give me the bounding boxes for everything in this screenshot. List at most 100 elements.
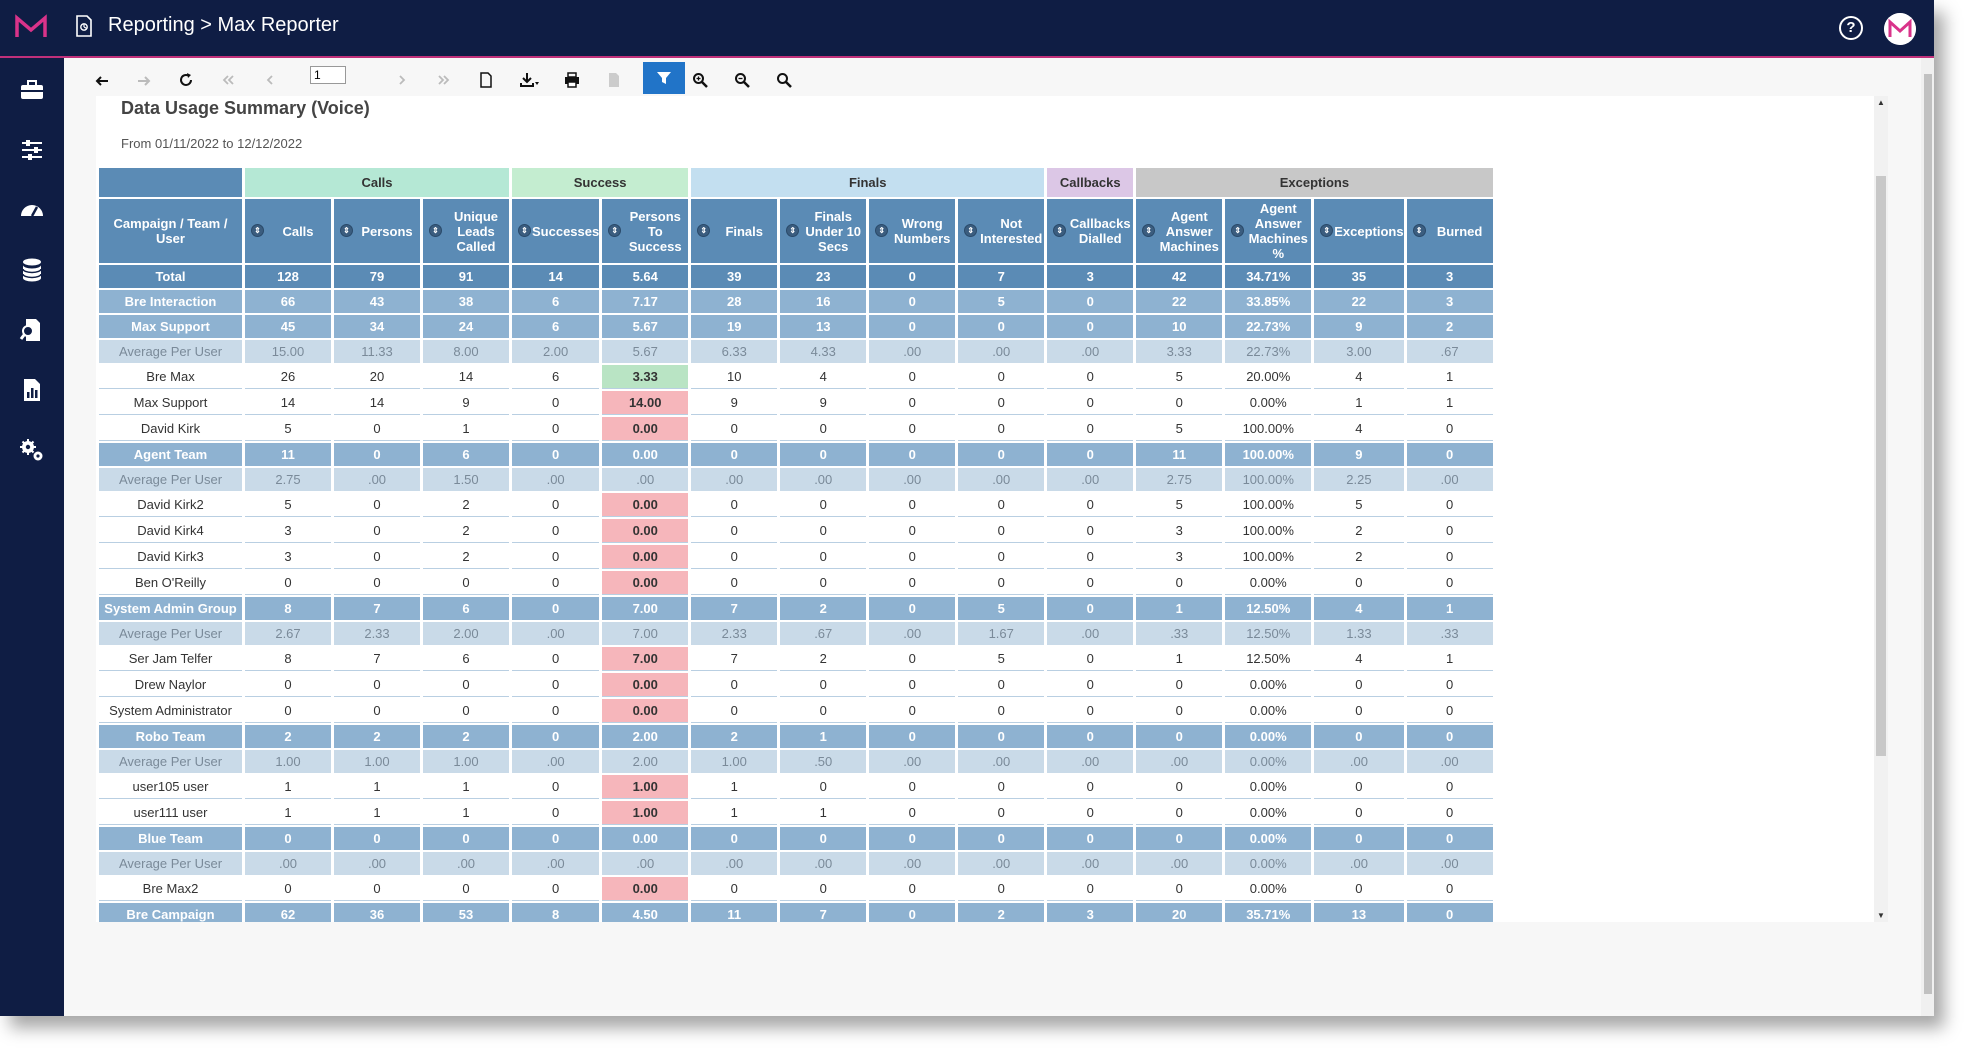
briefcase-icon[interactable]	[18, 76, 46, 104]
table-cell: .00	[958, 340, 1045, 363]
column-header[interactable]: ⇕ Persons	[334, 199, 420, 263]
table-cell: 0	[958, 417, 1045, 441]
table-cell: 0	[245, 673, 331, 697]
table-cell: 34	[334, 315, 420, 338]
table-cell: 9	[780, 391, 867, 415]
table-cell: 12.50%	[1225, 647, 1312, 671]
column-header[interactable]: ⇕ Burned	[1406, 199, 1493, 263]
sort-toggle-icon[interactable]: ⇕	[1320, 224, 1334, 237]
scroll-down-icon[interactable]: ▼	[1877, 911, 1885, 920]
table-cell: 1	[1406, 365, 1493, 389]
sort-toggle-icon[interactable]: ⇕	[964, 224, 978, 237]
brand-logo-icon[interactable]	[14, 13, 48, 41]
forward-icon[interactable]	[130, 66, 158, 94]
table-cell: 5	[245, 417, 331, 441]
table-cell: 0	[1047, 417, 1134, 441]
database-icon[interactable]	[18, 256, 46, 284]
table-cell: 0	[780, 443, 867, 466]
next-page-icon[interactable]	[388, 66, 416, 94]
table-cell: 0	[1314, 827, 1404, 850]
page-title: Reporting > Max Reporter	[108, 14, 339, 36]
sort-toggle-icon[interactable]: ⇕	[608, 224, 622, 237]
page-number-input[interactable]	[310, 66, 346, 84]
zoom-out-icon[interactable]	[728, 66, 756, 94]
table-cell: 79	[334, 265, 420, 288]
table-cell: 7	[691, 597, 778, 620]
column-header[interactable]: ⇕ Persons To Success	[602, 199, 689, 263]
dashboard-gauge-icon[interactable]	[18, 196, 46, 224]
table-cell: 0	[245, 827, 331, 850]
filter-icon[interactable]	[643, 62, 685, 94]
column-header[interactable]: ⇕ Not Interested	[958, 199, 1045, 263]
total-row: Total 128 79 91 14 5.64 39 23 0 7 3 42 34.71% 35 3	[99, 265, 1493, 288]
column-header-label: Successes	[532, 223, 600, 239]
table-cell: 0	[1406, 725, 1493, 748]
table-cell: 0	[512, 545, 600, 569]
table-cell: 2	[780, 647, 867, 671]
table-cell: 14	[334, 391, 420, 415]
row-label: Bre Max2	[99, 877, 242, 901]
column-header[interactable]: ⇕ Agent Answer Machines	[1136, 199, 1223, 263]
table-cell: 66	[245, 290, 331, 313]
table-cell: 0	[1406, 673, 1493, 697]
zoom-in-icon[interactable]	[686, 66, 714, 94]
sliders-icon[interactable]	[18, 136, 46, 164]
table-cell: 7	[780, 903, 867, 922]
first-page-icon[interactable]	[214, 66, 242, 94]
document-icon[interactable]	[472, 66, 500, 94]
sort-toggle-icon[interactable]: ⇕	[251, 224, 264, 237]
column-header[interactable]: ⇕ Calls	[245, 199, 331, 263]
last-page-icon[interactable]	[430, 66, 458, 94]
report-scroll-thumb[interactable]	[1876, 176, 1886, 756]
page-scrollbar[interactable]	[1921, 58, 1934, 1016]
sort-toggle-icon[interactable]: ⇕	[518, 224, 531, 237]
report-chart-icon[interactable]	[18, 376, 46, 404]
document-search-icon[interactable]	[18, 316, 46, 344]
sort-toggle-icon[interactable]: ⇕	[429, 224, 442, 237]
export-download-icon[interactable]	[514, 66, 546, 94]
table-cell: 28	[691, 290, 778, 313]
scroll-up-icon[interactable]: ▲	[1877, 98, 1885, 107]
table-cell: 3	[1047, 265, 1134, 288]
column-header[interactable]: ⇕ Unique Leads Called	[423, 199, 509, 263]
table-cell: .33	[1136, 622, 1223, 645]
table-cell: 6	[423, 647, 509, 671]
sort-toggle-icon[interactable]: ⇕	[1053, 224, 1067, 237]
previous-page-icon[interactable]	[256, 66, 284, 94]
table-cell: 0	[691, 417, 778, 441]
avatar[interactable]	[1884, 13, 1916, 45]
sort-toggle-icon[interactable]: ⇕	[1142, 224, 1156, 237]
column-header[interactable]: ⇕ Agent Answer Machines %	[1225, 199, 1312, 263]
print-icon[interactable]	[558, 66, 586, 94]
sort-toggle-icon[interactable]: ⇕	[875, 224, 889, 237]
table-cell: 0	[780, 519, 867, 543]
column-header[interactable]: ⇕ Wrong Numbers	[869, 199, 956, 263]
page-setup-icon[interactable]	[600, 66, 628, 94]
table-cell: 1	[423, 801, 509, 825]
sort-toggle-icon[interactable]: ⇕	[1231, 224, 1245, 237]
column-header[interactable]: ⇕ Finals	[691, 199, 778, 263]
back-icon[interactable]	[88, 66, 116, 94]
table-cell: 0	[869, 903, 956, 922]
help-icon[interactable]: ?	[1839, 16, 1863, 40]
sort-toggle-icon[interactable]: ⇕	[1412, 224, 1426, 237]
page-scroll-thumb[interactable]	[1924, 74, 1932, 994]
table-cell: 0.00%	[1225, 801, 1312, 825]
sort-toggle-icon[interactable]: ⇕	[786, 224, 800, 237]
column-header[interactable]: ⇕ Successes	[512, 199, 600, 263]
team-row: Blue Team 0 0 0 0 0.00 0 0 0 0 0 0 0.00% 0 0	[99, 827, 1493, 850]
table-cell: 0.00%	[1225, 725, 1312, 748]
column-header[interactable]: ⇕ Finals Under 10 Secs	[780, 199, 867, 263]
table-cell: 0	[1136, 699, 1223, 723]
column-header[interactable]: ⇕ Exceptions	[1314, 199, 1404, 263]
column-header[interactable]: Campaign / Team / User	[99, 199, 242, 263]
report-scrollbar[interactable]: ▲ ▼	[1874, 96, 1888, 922]
settings-gears-icon[interactable]	[18, 436, 46, 464]
table-cell: .00	[780, 468, 867, 491]
sort-toggle-icon[interactable]: ⇕	[340, 224, 353, 237]
column-header[interactable]: ⇕ Callbacks Dialled	[1047, 199, 1134, 263]
search-icon[interactable]	[770, 66, 798, 94]
table-cell: 0	[1047, 877, 1134, 901]
sort-toggle-icon[interactable]: ⇕	[697, 224, 711, 237]
refresh-icon[interactable]	[172, 66, 200, 94]
